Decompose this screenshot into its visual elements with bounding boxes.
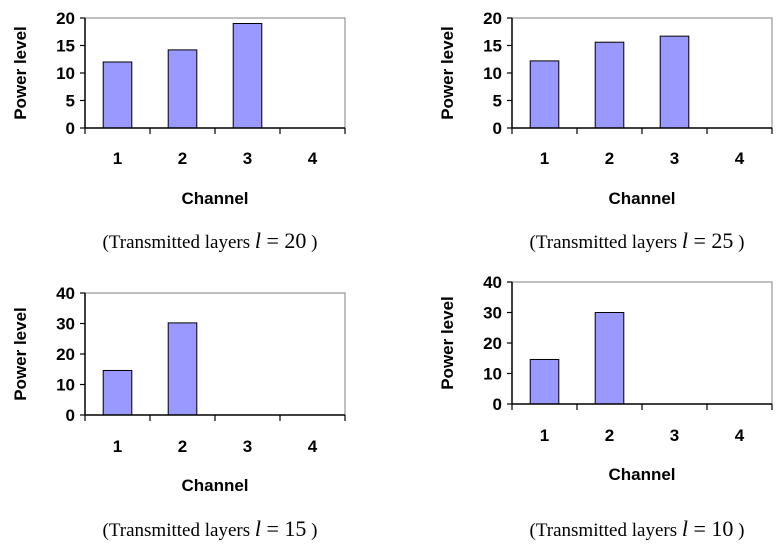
- caption-equals: =: [688, 228, 711, 253]
- caption-variable: l: [682, 516, 688, 541]
- x-tick-label: 1: [113, 437, 122, 456]
- y-axis-label: Power level: [11, 26, 30, 120]
- y-tick-label: 30: [483, 304, 502, 323]
- bar-channel-2: [594, 41, 625, 129]
- x-tick-label: 2: [178, 149, 187, 168]
- x-axis-label: Channel: [181, 189, 248, 208]
- y-tick-label: 10: [483, 64, 502, 83]
- y-tick-label: 0: [493, 119, 502, 138]
- y-tick-label: 20: [483, 9, 502, 28]
- x-tick-label: 4: [308, 437, 318, 456]
- x-tick-label: 2: [178, 437, 187, 456]
- x-tick-label: 2: [605, 426, 614, 445]
- x-tick-label: 3: [243, 149, 252, 168]
- caption-prefix: (Transmitted layers: [103, 520, 255, 541]
- y-tick-label: 10: [56, 376, 75, 395]
- x-tick-label: 1: [540, 149, 549, 168]
- caption-variable: l: [682, 228, 688, 253]
- caption-suffix: ): [306, 520, 317, 541]
- caption-equals: =: [261, 516, 284, 541]
- bar-channel-1: [529, 60, 560, 129]
- y-tick-label: 15: [483, 37, 502, 56]
- panel-caption: (Transmitted layers l = 20 ): [103, 228, 318, 253]
- y-tick-label: 20: [483, 334, 502, 353]
- y-axis-label: Power level: [438, 296, 457, 390]
- x-tick-label: 1: [113, 149, 122, 168]
- y-axis-label: Power level: [438, 26, 457, 120]
- x-axis-label: Channel: [608, 465, 675, 484]
- y-tick-label: 10: [483, 365, 502, 384]
- chart-panel-1: 0 5 10 15 20 1 2 3 4 Channel Power level (Transmitt…: [11, 9, 346, 253]
- bar-channel-3: [659, 35, 690, 129]
- y-tick-label: 10: [56, 64, 75, 83]
- chart-panel-2: 0 5 10 15 20 1 2 3 4 Channel Power level (Transmitt…: [438, 9, 773, 253]
- x-tick-label: 3: [670, 149, 679, 168]
- y-tick-label: 0: [493, 395, 502, 414]
- y-axis-label: Power level: [11, 307, 30, 401]
- caption-suffix: ): [733, 232, 744, 253]
- y-tick-label: 5: [66, 92, 75, 111]
- y-tick-label: 30: [56, 315, 75, 334]
- chart-panel-4: 0 10 20 30 40 1 2 3 4 Channel Power level (Transmit…: [438, 273, 773, 541]
- panel-caption: (Transmitted layers l = 10 ): [530, 516, 745, 541]
- caption-prefix: (Transmitted layers: [530, 232, 682, 253]
- panel-caption: (Transmitted layers l = 15 ): [103, 516, 318, 541]
- x-tick-label: 2: [605, 149, 614, 168]
- caption-prefix: (Transmitted layers: [103, 232, 255, 253]
- bar-channel-3: [232, 23, 263, 129]
- panel-caption: (Transmitted layers l = 25 ): [530, 228, 745, 253]
- caption-number: 25: [711, 228, 733, 253]
- bar-channel-2: [167, 322, 198, 416]
- y-tick-label: 0: [66, 406, 75, 425]
- y-tick-label: 20: [56, 9, 75, 28]
- caption-variable: l: [255, 228, 261, 253]
- caption-variable: l: [255, 516, 261, 541]
- bar-channel-2: [594, 312, 625, 405]
- y-tick-label: 15: [56, 37, 75, 56]
- y-tick-label: 20: [56, 345, 75, 364]
- caption-equals: =: [688, 516, 711, 541]
- caption-number: 10: [711, 516, 733, 541]
- bar-channel-1: [102, 61, 133, 129]
- x-tick-label: 4: [308, 149, 318, 168]
- x-axis-label: Channel: [608, 189, 675, 208]
- x-tick-label: 4: [735, 149, 745, 168]
- bar-channel-2: [167, 49, 198, 129]
- y-tick-label: 40: [56, 284, 75, 303]
- y-tick-label: 5: [493, 92, 502, 111]
- y-tick-label: 40: [483, 273, 502, 292]
- caption-number: 20: [284, 228, 306, 253]
- x-tick-label: 3: [243, 437, 252, 456]
- x-tick-label: 3: [670, 426, 679, 445]
- x-tick-label: 4: [735, 426, 745, 445]
- caption-suffix: ): [733, 520, 744, 541]
- bar-channel-1: [529, 358, 560, 405]
- x-tick-label: 1: [540, 426, 549, 445]
- chart-panel-3: 0 10 20 30 40 1 2 3 4 Channel Power level (Transmit…: [11, 284, 346, 541]
- y-tick-label: 0: [66, 119, 75, 138]
- caption-number: 15: [284, 516, 306, 541]
- bar-channel-1: [102, 369, 133, 416]
- caption-equals: =: [261, 228, 284, 253]
- caption-suffix: ): [306, 232, 317, 253]
- x-axis-label: Channel: [181, 476, 248, 495]
- caption-prefix: (Transmitted layers: [530, 520, 682, 541]
